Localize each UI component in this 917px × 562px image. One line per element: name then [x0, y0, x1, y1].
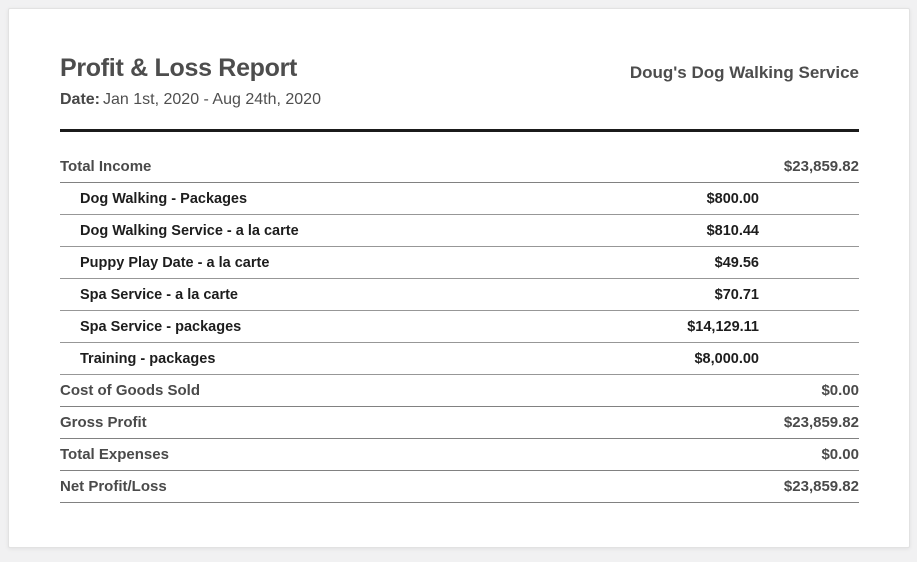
row-label: Gross Profit: [60, 414, 147, 431]
table-row: Cost of Goods Sold $0.00: [60, 375, 859, 407]
row-label: Total Expenses: [60, 446, 169, 463]
table-row: Gross Profit $23,859.82: [60, 407, 859, 439]
row-label: Net Profit/Loss: [60, 478, 167, 495]
row-label: Spa Service - a la carte: [80, 286, 238, 303]
table-row: Puppy Play Date - a la carte $49.56: [60, 247, 859, 279]
date-line: Date: Jan 1st, 2020 - Aug 24th, 2020: [60, 90, 321, 109]
table-row: Dog Walking Service - a la carte $810.44: [60, 215, 859, 247]
date-value: Jan 1st, 2020 - Aug 24th, 2020: [103, 91, 321, 108]
table-row: Spa Service - packages $14,129.11: [60, 311, 859, 343]
row-label: Spa Service - packages: [80, 318, 242, 335]
row-amount: $0.00: [821, 382, 859, 399]
row-amount: $23,859.82: [783, 478, 859, 495]
header-divider: [60, 129, 859, 132]
row-label: Training - packages: [80, 350, 216, 367]
title-block: Profit & Loss Report Date: Jan 1st, 2020 …: [60, 54, 321, 109]
date-label: Date:: [60, 91, 101, 108]
report-card: Profit & Loss Report Date: Jan 1st, 2020 …: [8, 8, 910, 548]
row-amount: $70.71: [714, 286, 759, 303]
row-label: Cost of Goods Sold: [60, 382, 200, 399]
row-amount: $800.00: [706, 190, 759, 207]
row-label: Puppy Play Date - a la carte: [80, 254, 270, 271]
row-label: Dog Walking Service - a la carte: [80, 222, 299, 239]
row-label: Dog Walking - Packages: [80, 190, 248, 207]
table-row: Spa Service - a la carte $70.71: [60, 279, 859, 311]
row-amount: $14,129.11: [687, 318, 759, 335]
row-amount: $0.00: [821, 446, 859, 463]
row-label: Total Income: [60, 158, 152, 175]
report-header: Profit & Loss Report Date: Jan 1st, 2020 …: [60, 54, 859, 109]
page-title: Profit & Loss Report: [60, 54, 298, 82]
row-amount: $8,000.00: [694, 350, 759, 367]
row-amount: $810.44: [706, 222, 759, 239]
table-row: Training - packages $8,000.00: [60, 343, 859, 375]
table-row: Total Expenses $0.00: [60, 439, 859, 471]
report-table: Total Income $23,859.82 Dog Walking - Pa…: [60, 151, 859, 503]
row-amount: $49.56: [714, 254, 759, 271]
row-amount: $23,859.82: [783, 158, 859, 175]
row-amount: $23,859.82: [783, 414, 859, 431]
company-name: Doug's Dog Walking Service: [629, 63, 859, 82]
table-row: Total Income $23,859.82: [60, 151, 859, 183]
table-row: Dog Walking - Packages $800.00: [60, 183, 859, 215]
table-row: Net Profit/Loss $23,859.82: [60, 471, 859, 503]
